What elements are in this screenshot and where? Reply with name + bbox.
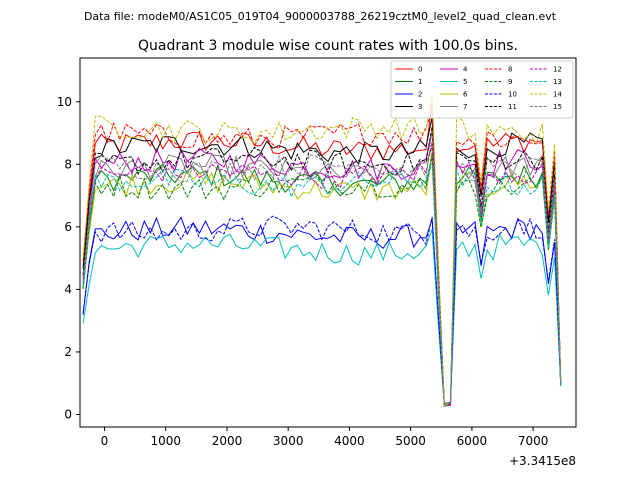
y-axis-ticks: 0 2 4 6 8 10 xyxy=(57,95,80,421)
legend-label-12: 12 xyxy=(553,66,562,74)
series-layer xyxy=(82,93,562,408)
legend-label-3: 3 xyxy=(418,103,422,111)
axes-frame xyxy=(79,57,577,428)
legend-label-15: 15 xyxy=(553,103,562,111)
series-line-10 xyxy=(82,215,562,408)
legend-label-9: 9 xyxy=(508,78,512,86)
x-tick-label: 2000 xyxy=(212,434,243,448)
y-tick-label: 10 xyxy=(57,95,72,109)
legend-label-0: 0 xyxy=(418,66,422,74)
y-tick-label: 2 xyxy=(64,345,72,359)
legend-label-1: 1 xyxy=(418,78,422,86)
y-tick-label: 8 xyxy=(64,157,72,171)
legend-label-7: 7 xyxy=(463,103,467,111)
series-line-5 xyxy=(82,229,562,406)
x-tick-label: 4000 xyxy=(334,434,365,448)
legend-label-5: 5 xyxy=(463,78,467,86)
x-tick-label: 7000 xyxy=(518,434,549,448)
series-line-6 xyxy=(82,150,562,406)
series-line-11 xyxy=(82,126,562,406)
series-line-9 xyxy=(82,154,562,405)
series-line-15 xyxy=(82,129,562,405)
legend-label-10: 10 xyxy=(508,91,517,99)
legend-box xyxy=(390,60,574,119)
legend-label-6: 6 xyxy=(463,91,468,99)
suptitle: Data file: modeM0/AS1C05_019T04_90000037… xyxy=(84,10,557,23)
y-tick-label: 0 xyxy=(64,407,72,421)
series-line-13 xyxy=(82,163,562,408)
chart-title: Quadrant 3 module wise count rates with … xyxy=(138,38,518,54)
legend-label-4: 4 xyxy=(463,66,468,74)
legend-label-13: 13 xyxy=(553,78,562,86)
series-line-12 xyxy=(82,141,562,407)
legend-label-2: 2 xyxy=(418,91,422,99)
x-axis-offset-label: +3.3415e8 xyxy=(509,454,576,468)
series-line-1 xyxy=(82,155,562,407)
x-tick-label: 6000 xyxy=(457,434,488,448)
y-tick-label: 4 xyxy=(64,282,72,296)
x-axis-ticks: 0 1000 2000 3000 4000 5000 6000 7000 xyxy=(101,427,549,448)
legend-label-11: 11 xyxy=(508,103,517,111)
series-line-14 xyxy=(82,93,562,407)
x-tick-label: 0 xyxy=(101,434,109,448)
x-tick-label: 3000 xyxy=(273,434,304,448)
x-tick-label: 5000 xyxy=(395,434,426,448)
y-tick-label: 6 xyxy=(64,220,72,234)
legend-label-14: 14 xyxy=(553,91,562,99)
x-tick-label: 1000 xyxy=(150,434,181,448)
legend-label-8: 8 xyxy=(508,66,512,74)
